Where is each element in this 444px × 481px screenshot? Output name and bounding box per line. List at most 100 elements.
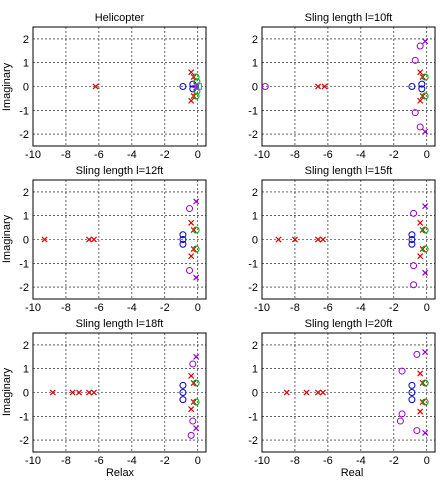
plot-title: Helicopter <box>95 12 145 24</box>
zero-marker <box>179 396 187 404</box>
pole-marker <box>188 219 195 226</box>
pole-marker <box>417 408 424 415</box>
pole-marker <box>303 389 310 396</box>
y-tick-label: -2 <box>19 282 29 294</box>
x-tick-label: -4 <box>127 149 137 161</box>
pole-marker <box>417 97 424 104</box>
pole-marker <box>419 226 426 234</box>
zero-marker <box>192 73 200 81</box>
zero-marker <box>408 240 416 248</box>
x-tick-label: -4 <box>127 455 137 467</box>
pole-marker <box>314 236 322 243</box>
plot-title: Sling length l=20ft <box>305 318 393 330</box>
x-tick-label: -2 <box>160 455 170 467</box>
pole-marker <box>76 389 83 396</box>
pole-marker <box>417 370 424 377</box>
zero-marker <box>192 245 200 253</box>
zero-marker <box>398 410 406 418</box>
pole-marker <box>283 389 290 396</box>
pole-marker <box>90 389 97 396</box>
x-tick-label: -2 <box>389 302 399 314</box>
pole-marker <box>85 236 93 243</box>
y-tick-label: 2 <box>252 34 258 46</box>
zero-marker <box>398 367 406 375</box>
zero-marker <box>410 209 418 217</box>
zero-marker <box>408 381 416 389</box>
x-tick-label: -2 <box>389 149 399 161</box>
pole-marker <box>49 389 56 396</box>
zero-marker <box>411 56 419 64</box>
y-tick-label: 1 <box>252 58 258 70</box>
pole-marker <box>422 203 429 210</box>
y-tick-label: 0 <box>252 82 258 94</box>
x-tick-label: -10 <box>25 149 41 161</box>
y-tick-label: 2 <box>23 34 29 46</box>
zero-marker <box>396 417 404 425</box>
y-tick-label: 1 <box>23 211 29 223</box>
zero-marker <box>179 240 187 248</box>
zero-marker <box>179 389 187 396</box>
pole-marker <box>193 353 200 360</box>
zero-marker <box>179 83 187 90</box>
y-tick-label: -1 <box>19 105 29 117</box>
x-tick-label: -10 <box>254 149 270 161</box>
pole-marker <box>422 38 429 45</box>
pole-marker <box>188 372 195 379</box>
y-tick-label: 0 <box>252 388 258 400</box>
y-tick-label: -2 <box>19 129 29 141</box>
zero-marker <box>189 417 197 425</box>
y-tick-label: 2 <box>23 187 29 199</box>
plot-title: Sling length l=10ft <box>305 12 393 24</box>
pole-marker <box>41 236 48 243</box>
y-tick-label: -2 <box>248 282 258 294</box>
x-tick-label: -10 <box>254 455 270 467</box>
x-tick-label: -4 <box>356 149 366 161</box>
y-tick-label: -1 <box>19 258 29 270</box>
x-tick-label: -4 <box>127 302 137 314</box>
pole-marker <box>419 398 426 406</box>
zero-marker <box>416 123 424 131</box>
zero-marker <box>408 83 416 90</box>
zero-marker <box>192 226 200 234</box>
pole-marker <box>314 389 322 396</box>
y-tick-label: -1 <box>248 258 258 270</box>
zero-marker <box>421 226 429 234</box>
zero-marker <box>187 431 195 439</box>
x-tick-label: -2 <box>160 149 170 161</box>
pole-marker <box>188 97 195 104</box>
y-tick-label: 1 <box>252 364 258 376</box>
pole-marker <box>190 245 197 253</box>
pole-marker <box>190 398 197 406</box>
zero-marker <box>189 360 197 368</box>
zero-marker <box>408 396 416 404</box>
x-tick-label: 0 <box>424 455 430 467</box>
y-tick-label: -1 <box>19 411 29 423</box>
zero-marker <box>413 427 421 435</box>
y-tick-label: 1 <box>23 364 29 376</box>
pole-marker <box>419 379 426 387</box>
pole-marker <box>193 274 200 281</box>
pole-marker <box>188 253 195 260</box>
pole-marker <box>422 349 429 356</box>
y-tick-label: -2 <box>19 435 29 447</box>
y-axis-label-row2: Imaginary <box>1 214 13 263</box>
y-tick-label: 0 <box>23 82 29 94</box>
pole-marker <box>190 226 197 234</box>
x-tick-label: -8 <box>290 149 300 161</box>
pole-marker <box>275 236 282 243</box>
y-tick-label: 1 <box>252 211 258 223</box>
pole-marker <box>92 83 99 90</box>
plot-title: Sling length l=15ft <box>305 165 393 177</box>
zero-marker <box>418 85 426 93</box>
pole-marker <box>422 429 429 436</box>
pole-marker <box>190 379 197 387</box>
x-tick-label: -8 <box>61 302 71 314</box>
y-axis-label-row1: Imaginary <box>1 62 13 111</box>
pole-marker <box>90 236 97 243</box>
zero-marker <box>421 398 429 406</box>
